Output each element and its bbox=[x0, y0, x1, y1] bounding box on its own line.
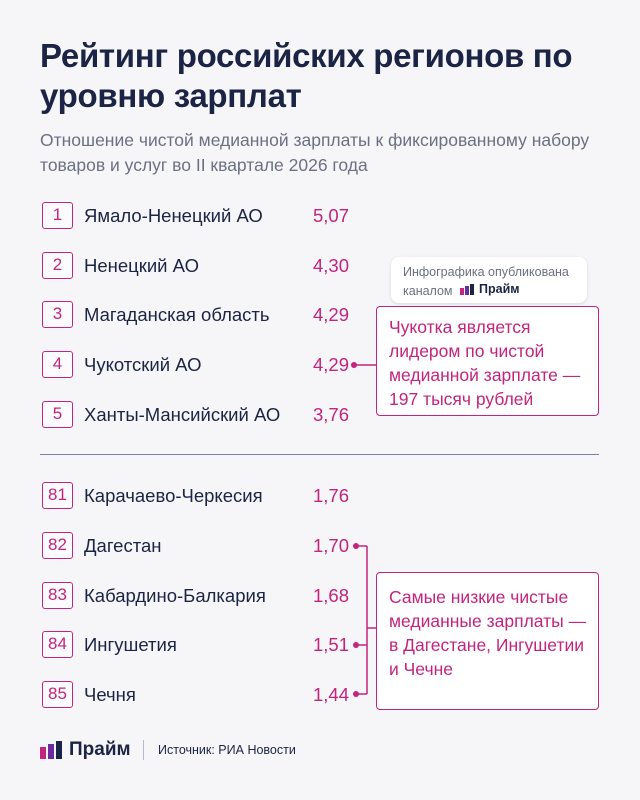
callout-bottom: Самые низкие чистые медианные зарплаты —… bbox=[376, 572, 599, 710]
rank-badge: 4 bbox=[42, 351, 73, 378]
rank-badge: 83 bbox=[42, 582, 73, 609]
region-name: Кабардино-Балкария bbox=[84, 585, 266, 606]
page-subtitle: Отношение чистой медианной зарплаты к фи… bbox=[40, 130, 590, 175]
region-value: 4,29 bbox=[313, 304, 350, 325]
region-value: 5,07 bbox=[313, 205, 350, 226]
rank-badge: 84 bbox=[42, 631, 73, 658]
region-name: Карачаево-Черкесия bbox=[84, 485, 263, 506]
region-value: 1,76 bbox=[313, 485, 350, 506]
ranking-row-2: 2 Ненецкий АО 4,30 bbox=[42, 252, 362, 282]
region-value: 3,76 bbox=[313, 404, 350, 425]
callout-top-connector bbox=[351, 362, 376, 368]
badge-brand-name: Прайм bbox=[479, 282, 520, 296]
rank-badge: 3 bbox=[42, 301, 73, 328]
footer-brand: Прайм bbox=[69, 739, 131, 760]
badge-text: Инфографика опубликована каналом bbox=[403, 265, 569, 298]
region-value: 4,29 bbox=[313, 354, 350, 375]
callout-bottom-connector bbox=[353, 543, 376, 697]
ranking-row-85: 85 Чечня 1,44 bbox=[42, 681, 362, 711]
region-value: 4,30 bbox=[313, 255, 350, 276]
ranking-row-3: 3 Магаданская область 4,29 bbox=[42, 301, 362, 331]
region-value: 1,70 bbox=[313, 535, 350, 556]
region-name: Ханты-Мансийский АО bbox=[84, 404, 281, 425]
region-name: Чукотский АО bbox=[84, 354, 202, 375]
badge-brand: Прайм bbox=[460, 281, 520, 298]
region-name: Ингушетия bbox=[84, 634, 177, 655]
region-name: Ямало-Ненецкий АО bbox=[84, 205, 263, 226]
section-divider bbox=[40, 454, 599, 455]
footer-logo: Прайм bbox=[40, 739, 131, 761]
region-name: Ненецкий АО bbox=[84, 255, 199, 276]
prime-logo-icon bbox=[40, 741, 62, 759]
ranking-row-5: 5 Ханты-Мансийский АО 3,76 bbox=[42, 401, 362, 431]
ranking-row-81: 81 Карачаево-Черкесия 1,76 bbox=[42, 482, 362, 512]
rank-badge: 85 bbox=[42, 681, 73, 708]
footer-separator bbox=[143, 740, 144, 760]
region-name: Чечня bbox=[84, 684, 136, 705]
rank-badge: 81 bbox=[42, 482, 73, 509]
ranking-row-82: 82 Дагестан 1,70 bbox=[42, 532, 362, 562]
region-name: Дагестан bbox=[84, 535, 162, 556]
region-value: 1,68 bbox=[313, 585, 350, 606]
rank-badge: 1 bbox=[42, 202, 73, 229]
rank-badge: 5 bbox=[42, 401, 73, 428]
region-name: Магаданская область bbox=[84, 304, 270, 325]
ranking-row-1: 1 Ямало-Ненецкий АО 5,07 bbox=[42, 202, 362, 232]
ranking-row-4: 4 Чукотский АО 4,29 bbox=[42, 351, 362, 381]
publication-badge: Инфографика опубликована каналом Прайм bbox=[391, 257, 587, 303]
ranking-row-84: 84 Ингушетия 1,51 bbox=[42, 631, 362, 661]
region-value: 1,51 bbox=[313, 634, 350, 655]
callout-top: Чукотка является лидером по чистой медиа… bbox=[376, 306, 599, 416]
footer-source: Источник: РИА Новости bbox=[158, 743, 296, 757]
region-value: 1,44 bbox=[313, 684, 350, 705]
prime-logo-icon bbox=[460, 284, 475, 295]
rank-badge: 82 bbox=[42, 532, 73, 559]
page-title: Рейтинг российских регионов по уровню за… bbox=[40, 37, 573, 114]
rank-badge: 2 bbox=[42, 252, 73, 279]
ranking-row-83: 83 Кабардино-Балкария 1,68 bbox=[42, 582, 362, 612]
